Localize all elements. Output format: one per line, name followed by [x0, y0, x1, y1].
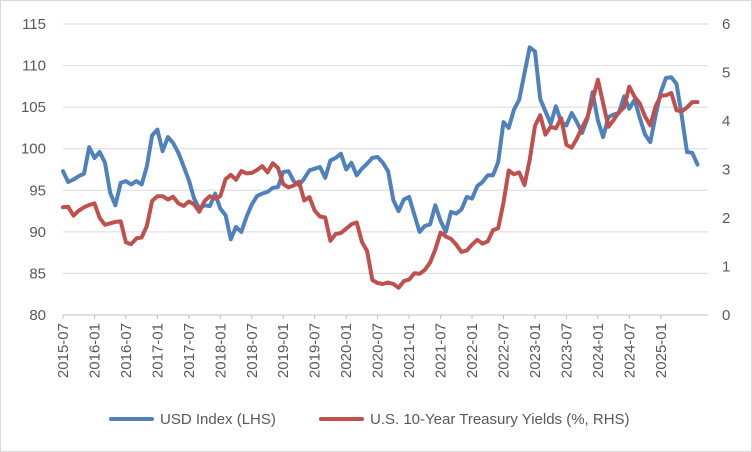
- series-line-usd-index: [61, 45, 700, 242]
- x-axis-tick-label: 2019-07: [307, 323, 324, 378]
- x-axis-tick-label: 2021-07: [433, 323, 450, 378]
- x-axis-tick-label: 2024-07: [621, 323, 638, 378]
- right-axis-tick-label: 3: [722, 162, 730, 179]
- right-axis-tick-label: 2: [722, 210, 730, 227]
- right-axis-tick-label: 6: [722, 16, 730, 33]
- x-axis-tick-label: 2020-07: [370, 323, 387, 378]
- x-axis-tick-label: 2018-07: [244, 323, 261, 378]
- x-axis-tick-label: 2018-01: [212, 323, 229, 378]
- right-axis-tick-label: 1: [722, 259, 730, 276]
- series-line-treasury-yield: [61, 77, 700, 290]
- right-axis-tick-label: 0: [722, 307, 730, 324]
- left-axis-tick-label: 95: [29, 182, 46, 199]
- legend-label-usd: USD Index (LHS): [160, 411, 276, 428]
- x-axis-tick-label: 2016-01: [86, 323, 103, 378]
- left-axis-tick-label: 110: [22, 58, 46, 75]
- right-axis-tick-label: 5: [722, 65, 730, 82]
- x-axis-tick-label: 2023-01: [527, 323, 544, 378]
- x-axis-tick-label: 2017-01: [149, 323, 166, 378]
- x-axis-tick-label: 2020-01: [338, 323, 355, 378]
- x-axis-tick-label: 2023-07: [558, 323, 575, 378]
- left-axis-tick-label: 100: [21, 141, 46, 158]
- series-lines: [61, 45, 700, 290]
- legend: USD Index (LHS) U.S. 10-Year Treasury Yi…: [109, 411, 630, 428]
- x-axis-tick-label: 2022-07: [495, 323, 512, 378]
- gridlines: [63, 23, 708, 316]
- x-axis-tick-label: 2019-01: [275, 323, 292, 378]
- x-axis-tick-label: 2025-01: [653, 323, 670, 378]
- x-axis-tick-label: 2016-07: [118, 323, 135, 378]
- left-axis-tick-label: 115: [22, 16, 46, 33]
- left-axis-tick-label: 85: [29, 265, 46, 282]
- left-axis-tick-label: 80: [29, 307, 46, 324]
- left-axis-tick-label: 90: [29, 224, 46, 241]
- x-axis-tick-label: 2021-01: [401, 323, 418, 378]
- right-axis-tick-label: 4: [722, 113, 730, 130]
- legend-label-yield: U.S. 10-Year Treasury Yields (%, RHS): [370, 411, 630, 428]
- left-axis-tick-labels: 80 85 90 95 100 105 110 115: [21, 16, 46, 324]
- x-axis-tick-label: 2015-07: [55, 323, 72, 378]
- x-axis-tick-label: 2017-07: [181, 323, 198, 378]
- right-axis-tick-labels: 0 1 2 3 4 5 6: [722, 16, 730, 324]
- x-axis-tick-label: 2022-01: [464, 323, 481, 378]
- x-axis-tick-label: 2024-01: [590, 323, 607, 378]
- x-axis-tick-labels: 2015-07 2016-01 2016-07 2017-01 2017-07 2018-…: [55, 315, 670, 378]
- left-axis-tick-label: 105: [21, 99, 46, 116]
